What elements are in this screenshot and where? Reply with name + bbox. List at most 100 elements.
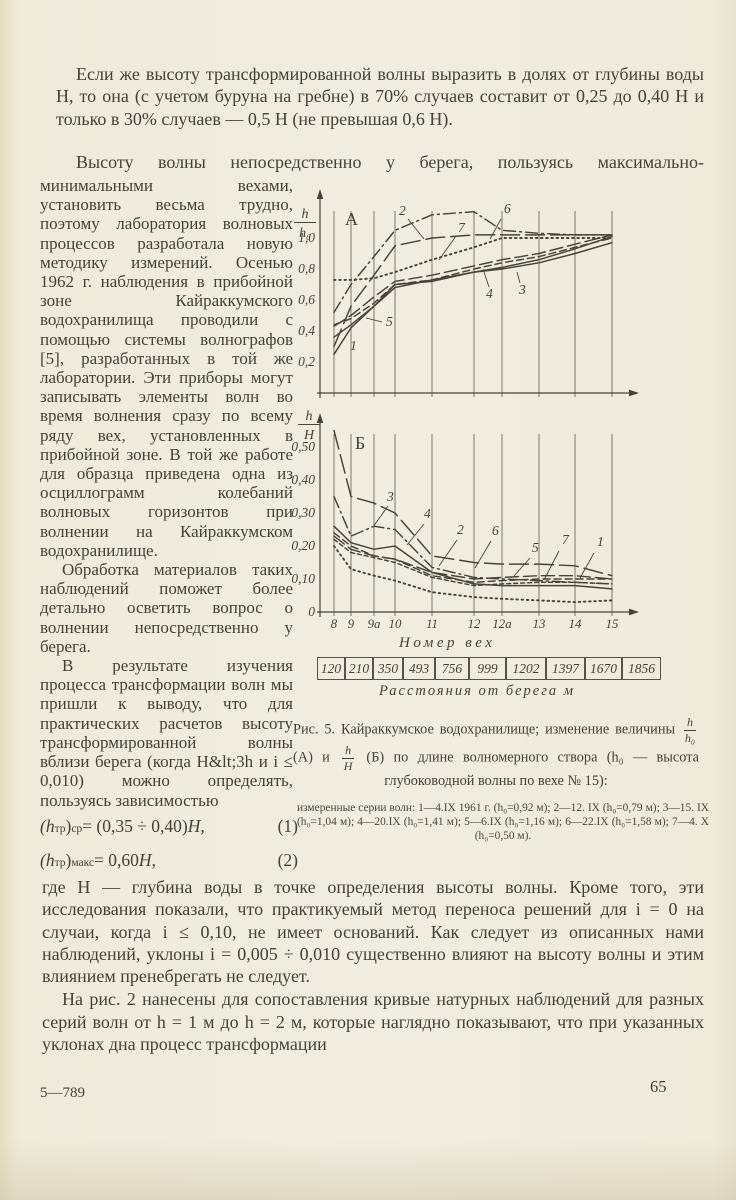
series-6-line — [333, 234, 613, 348]
distance-cell: 756 — [435, 657, 469, 680]
paragraph-wave-height-first-line: Высоту волны непосредственно у берега, п… — [76, 152, 704, 172]
series-3-label: 3 — [518, 282, 526, 297]
distance-axis-label: Расстояния от берега м — [378, 683, 576, 699]
label-leader-line — [406, 523, 425, 546]
left-column-paragraph-1: минимальными вехами, установить весьма т… — [40, 176, 293, 560]
label-leader-line — [543, 550, 560, 581]
series-7-label: 7 — [562, 532, 570, 547]
figure-caption: Рис. 5. Кайраккумское водохранилище; изм… — [293, 715, 699, 790]
print-signature: 5—789 — [40, 1085, 85, 1101]
series-2-label: 2 — [399, 203, 406, 218]
paragraph-intro: Если же высоту трансформированной волны … — [56, 64, 704, 129]
figure-series-legend: измеренные серии волн: 1—4.IX 1961 г. (h… — [297, 802, 709, 842]
wave-transformation-charts: 1,0 0,8 0,6 0,4 0,2 2 7 6 4 3 5 1 Аh h₀ 0,50 0,40 0,30 0,… — [291, 189, 639, 651]
panel-label: Б — [355, 433, 365, 453]
distance-cell: 1202 — [506, 657, 546, 680]
x-tick-label: 13 — [533, 617, 546, 631]
series-1-line — [333, 235, 613, 356]
y-tick-label: 0,20 — [291, 538, 315, 553]
y-axis-fraction-denominator: h₀ — [299, 226, 311, 241]
x-axis-arrow — [629, 608, 639, 616]
distance-cell: 1397 — [546, 657, 585, 680]
series-6-label: 6 — [504, 201, 511, 216]
series-7-line — [333, 237, 613, 281]
label-leader-line — [516, 271, 521, 284]
y-tick-label: 0,2 — [298, 354, 315, 369]
left-text-column: минимальными вехами, установить весьма т… — [40, 176, 293, 812]
series-5-line — [333, 237, 613, 326]
formula-1: (h тр) ср = (0,35 ÷ 0,40) H, (1) — [40, 816, 298, 836]
label-leader-line — [482, 268, 490, 288]
label-leader-line — [474, 540, 492, 569]
y-tick-label: 0 — [308, 604, 315, 619]
series-7-label: 7 — [458, 220, 466, 235]
distance-table: 120 210 350 493 756 999 1202 1397 1670 1… — [317, 657, 661, 680]
distance-cell: 120 — [317, 657, 345, 680]
caption-fraction-h-h0: h h₀ — [684, 715, 696, 745]
x-tick-label: 15 — [606, 617, 619, 631]
page-number: 65 — [650, 1077, 667, 1096]
y-axis-fraction-denominator: H — [303, 428, 315, 443]
formula-2: (h тр) макс = 0,60 H, (2) — [40, 850, 298, 870]
label-leader-line — [579, 552, 595, 579]
x-tick-label: 11 — [426, 617, 438, 631]
label-leader-line — [513, 557, 531, 577]
formula-2-lhs: (h — [40, 850, 55, 870]
y-axis-arrow — [316, 413, 324, 423]
distance-cell: 999 — [469, 657, 506, 680]
y-axis-arrow — [316, 189, 324, 199]
distance-cell: 1856 — [622, 657, 661, 680]
series-5-line — [333, 538, 613, 587]
distance-cell: 210 — [345, 657, 373, 680]
x-tick-label: 10 — [389, 617, 402, 631]
series-4-line — [333, 495, 613, 585]
y-tick-label: 0,6 — [298, 292, 315, 307]
x-axis-arrow — [629, 389, 639, 397]
series-3-line — [333, 241, 613, 338]
left-column-paragraph-2: Обработка материалов таких наблюдений по… — [40, 560, 293, 656]
y-tick-label: 0,50 — [291, 439, 315, 454]
y-tick-label: 0,10 — [291, 571, 315, 586]
formula-1-lhs: (h — [40, 816, 55, 836]
y-tick-label: 0,40 — [291, 472, 315, 487]
paragraph-fig2: На рис. 2 нанесены для сопоставления кри… — [42, 989, 704, 1055]
distance-cell: 1670 — [585, 657, 622, 680]
bottom-text-block: где H — глубина воды в точке определения… — [42, 876, 704, 1055]
y-axis-fraction-numerator: h — [306, 409, 313, 424]
series-5-label: 5 — [532, 540, 539, 555]
distance-cell: 493 — [403, 657, 435, 680]
label-leader-line — [489, 218, 502, 240]
distance-cell: 350 — [373, 657, 403, 680]
series-2-line — [333, 532, 613, 584]
x-tick-label: 8 — [331, 617, 338, 631]
x-tick-label: 12а — [492, 617, 511, 631]
series-1-label: 1 — [350, 338, 357, 353]
series-3-label: 3 — [386, 489, 394, 504]
label-leader-line — [365, 317, 383, 323]
formula-2-number: (2) — [277, 850, 298, 870]
series-6-line — [333, 535, 613, 580]
x-tick-label: 12 — [468, 617, 481, 631]
left-column-paragraph-3: В результате изучения процесса трансформ… — [40, 656, 293, 810]
y-tick-label: 0,4 — [298, 323, 315, 338]
label-leader-line — [438, 539, 458, 567]
label-leader-line — [372, 505, 389, 528]
y-tick-label: 0,8 — [298, 261, 315, 276]
y-axis-fraction-numerator: h — [302, 207, 309, 222]
series-4-label: 4 — [424, 506, 431, 521]
panel-label: А — [345, 209, 358, 229]
series-1-line — [333, 525, 613, 590]
y-tick-label: 1,0 — [298, 230, 315, 245]
series-7-line — [333, 545, 613, 604]
series-2-label: 2 — [457, 522, 464, 537]
paragraph-where: где H — глубина воды в точке определения… — [42, 877, 704, 987]
series-4-label: 4 — [486, 286, 493, 301]
y-tick-label: 0,30 — [291, 505, 315, 520]
x-tick-label: 14 — [569, 617, 582, 631]
formula-1-number: (1) — [277, 816, 298, 836]
x-tick-label: 9 — [348, 617, 355, 631]
series-5-label: 5 — [386, 314, 393, 329]
